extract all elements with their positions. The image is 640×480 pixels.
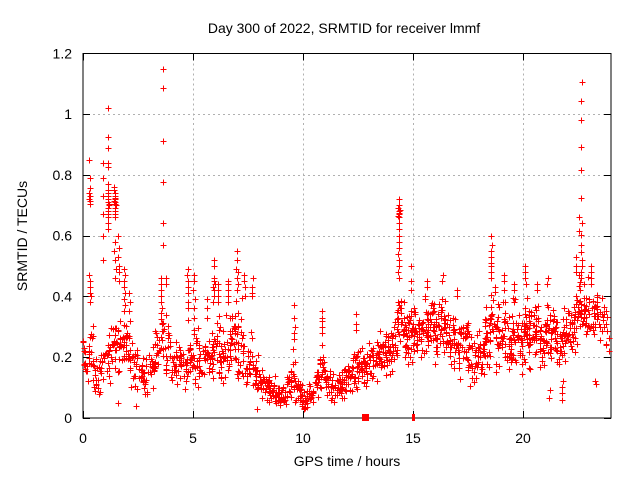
y-tick-label: 0.4 <box>53 288 73 304</box>
y-axis-label: SRMTID / TECUs <box>14 181 30 291</box>
scatter-points <box>80 66 613 413</box>
plot-border <box>82 52 612 419</box>
grid-layer <box>83 53 611 418</box>
x-tick-label: 0 <box>79 430 87 446</box>
x-axis-label: GPS time / hours <box>294 453 401 469</box>
tick-label-layer: 0 5 10 15 20 0 0.2 0.4 0.6 0.8 1 1.2 <box>53 45 531 446</box>
axis-square-marker <box>362 414 369 421</box>
axis-square-marker <box>412 414 415 421</box>
chart-title: Day 300 of 2022, SRMTID for receiver lmm… <box>208 20 480 36</box>
y-tick-label: 0 <box>64 410 72 426</box>
x-tick-label: 10 <box>295 430 311 446</box>
x-tick-label: 5 <box>189 430 197 446</box>
y-tick-label: 1 <box>64 106 72 122</box>
y-tick-label: 0.2 <box>53 349 73 365</box>
plot-frame <box>82 52 612 419</box>
y-tick-label: 0.6 <box>53 228 73 244</box>
x-tick-label: 20 <box>515 430 531 446</box>
data-points-layer <box>80 66 613 421</box>
x-tick-label: 15 <box>405 430 421 446</box>
y-tick-label: 1.2 <box>53 45 73 61</box>
y-tick-label: 0.8 <box>53 167 73 183</box>
